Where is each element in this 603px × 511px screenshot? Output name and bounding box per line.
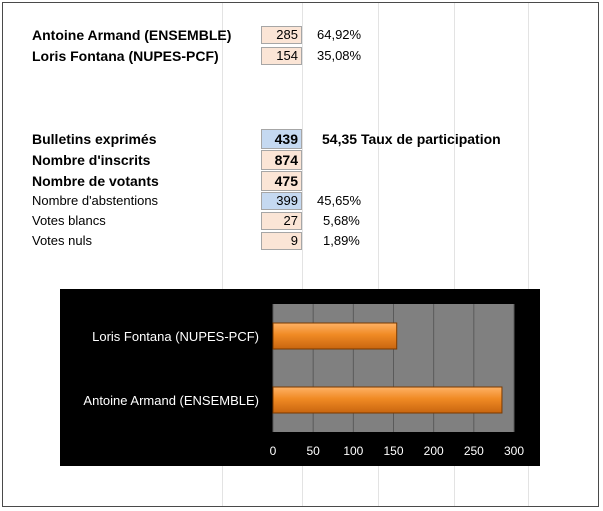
stat-label-abstentions: Nombre d'abstentions	[32, 193, 159, 208]
grid-line	[222, 3, 223, 506]
x-tick-label: 200	[424, 444, 444, 458]
stat-percent-blancs: 5,68%	[323, 213, 360, 228]
stat-cell-votants[interactable]: 475	[261, 171, 302, 191]
x-tick-label: 300	[504, 444, 524, 458]
stat-percent-nuls: 1,89%	[323, 233, 360, 248]
grid-line	[528, 3, 529, 506]
grid-line	[454, 3, 455, 506]
chart-svg: 0 50 100 150 200 250 300 Loris Fontana (NUPES-P…	[83, 304, 524, 458]
candidate-percent: 35,08%	[317, 48, 362, 63]
bar	[272, 386, 503, 414]
participation-rate: 54,35 Taux de participation	[322, 131, 501, 147]
x-tick-label: 150	[383, 444, 403, 458]
category-label: Loris Fontana (NUPES-PCF)	[92, 329, 259, 344]
stat-cell-exprimes[interactable]: 439	[261, 129, 302, 149]
stat-percent-abstentions: 45,65%	[317, 193, 362, 208]
grid-line	[302, 3, 303, 506]
grid-line	[378, 3, 379, 506]
votes-bar-chart[interactable]: 0 50 100 150 200 250 300 Loris Fontana (NUPES-P…	[60, 289, 540, 466]
stat-label-inscrits: Nombre d'inscrits	[32, 152, 151, 168]
candidate-votes-cell[interactable]: 285	[261, 26, 302, 44]
category-label: Antoine Armand (ENSEMBLE)	[83, 393, 259, 408]
stat-cell-nuls[interactable]: 9	[261, 232, 302, 250]
stat-label-nuls: Votes nuls	[32, 233, 92, 248]
candidate-name: Loris Fontana (NUPES-PCF)	[32, 48, 219, 64]
candidate-percent: 64,92%	[317, 27, 362, 42]
x-tick-label: 250	[464, 444, 484, 458]
stat-label-votants: Nombre de votants	[32, 173, 159, 189]
stat-cell-blancs[interactable]: 27	[261, 212, 302, 230]
stat-cell-abstentions[interactable]: 399	[261, 192, 302, 210]
bar	[272, 322, 398, 350]
candidate-name: Antoine Armand (ENSEMBLE)	[32, 27, 232, 43]
stat-label-blancs: Votes blancs	[32, 213, 106, 228]
x-tick-label: 50	[306, 444, 320, 458]
stat-cell-inscrits[interactable]: 874	[261, 150, 302, 170]
candidate-votes-cell[interactable]: 154	[261, 47, 302, 65]
x-tick-label: 100	[343, 444, 363, 458]
sheet-frame	[2, 2, 599, 507]
stat-label-exprimes: Bulletins exprimés	[32, 131, 157, 147]
x-tick-label: 0	[270, 444, 277, 458]
